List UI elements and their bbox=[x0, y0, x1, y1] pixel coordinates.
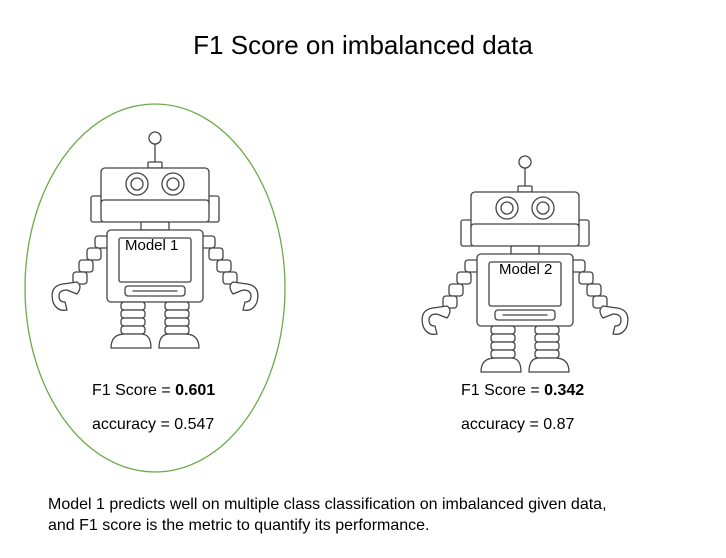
model-2-label: Model 2 bbox=[499, 261, 552, 278]
model-1-label: Model 1 bbox=[125, 237, 178, 254]
f1-value: 0.601 bbox=[175, 382, 216, 399]
robot-icon-model-1: Model 1 bbox=[51, 131, 259, 349]
caption-line-2: and F1 score is the metric to quantify i… bbox=[48, 517, 430, 534]
caption: Model 1 predicts well on multiple class … bbox=[48, 494, 718, 536]
model-2-accuracy: accuracy = 0.87 bbox=[461, 416, 575, 433]
model-2-f1-score: F1 Score = 0.342 bbox=[461, 382, 584, 400]
model-1-accuracy: accuracy = 0.547 bbox=[92, 416, 215, 433]
robot-icon-model-2: Model 2 bbox=[421, 155, 629, 373]
model-1-f1-score: F1 Score = 0.601 bbox=[92, 382, 215, 400]
f1-prefix: F1 Score = bbox=[92, 382, 176, 399]
f1-value: 0.342 bbox=[544, 382, 585, 399]
f1-prefix: F1 Score = bbox=[461, 382, 545, 399]
comparison-figure: Model 1 Model 2 bbox=[24, 103, 629, 473]
highlight-ellipse bbox=[24, 103, 286, 473]
caption-line-1: Model 1 predicts well on multiple class … bbox=[48, 496, 607, 513]
page-title: F1 Score on imbalanced data bbox=[193, 30, 533, 60]
